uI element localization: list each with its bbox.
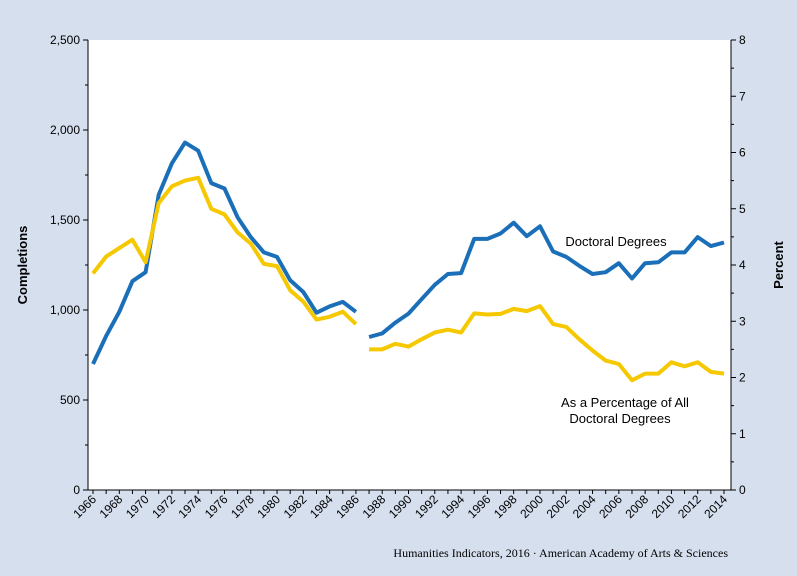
x-tick-label: 2010: [649, 492, 678, 521]
x-tick-label: 1972: [149, 492, 178, 521]
x-tick-label: 2004: [570, 492, 599, 521]
y-right-tick-label: 8: [739, 33, 746, 47]
y-right-tick-label: 4: [739, 258, 746, 272]
x-tick-label: 1968: [97, 492, 126, 521]
x-tick-label: 1986: [333, 492, 362, 521]
y-left-tick-label: 1,500: [50, 213, 80, 227]
x-tick-label: 1978: [228, 492, 257, 521]
x-tick-label: 1984: [307, 492, 336, 521]
percentage-line-segment-1: [91, 175, 358, 326]
y-right-tick-label: 5: [739, 202, 746, 216]
y-right-tick-label: 1: [739, 427, 746, 441]
x-tick-label: 2012: [675, 492, 704, 521]
y-left-tick-label: 0: [73, 483, 80, 497]
x-tick-label: 1988: [360, 492, 389, 521]
y-right-axis-label: Percent: [771, 240, 786, 288]
x-tick-label: 2000: [517, 492, 546, 521]
annotation-percentage-line2: Doctoral Degrees: [569, 411, 671, 426]
y-left-tick-label: 2,500: [50, 33, 80, 47]
x-tick-label: 1980: [254, 492, 283, 521]
y-left-tick-label: 2,000: [50, 123, 80, 137]
y-left-tick-label: 1,000: [50, 303, 80, 317]
percentage-line-segment-2: [369, 304, 725, 383]
y-right-tick-label: 6: [739, 146, 746, 160]
series-lines: [91, 140, 725, 383]
x-tick-label: 1990: [386, 492, 415, 521]
x-tick-label: 2002: [544, 492, 573, 521]
x-tick-label: 2014: [701, 492, 730, 521]
doctoral-degrees-line-segment-1: [91, 140, 358, 365]
x-tick-label: 2008: [622, 492, 651, 521]
y-right-tick-label: 3: [739, 314, 746, 328]
x-tick-label: 1974: [176, 492, 205, 521]
x-tick-label: 1970: [123, 492, 152, 521]
y-left-tick-label: 500: [60, 393, 80, 407]
y-left-axis-label: Completions: [15, 226, 30, 305]
annotation-percentage-line1: As a Percentage of All: [561, 395, 689, 410]
x-tick-label: 1982: [281, 492, 310, 521]
x-tick-label: 1996: [465, 492, 494, 521]
y-right-tick-label: 7: [739, 89, 746, 103]
doctoral-degrees-line-segment-2: [368, 220, 725, 339]
plot-area: [88, 40, 731, 490]
x-tick-label: 1976: [202, 492, 231, 521]
x-tick-label: 1992: [412, 492, 441, 521]
y-right-tick-label: 0: [739, 483, 746, 497]
x-tick-label: 1998: [491, 492, 520, 521]
x-tick-label: 2006: [596, 492, 625, 521]
y-right-tick-label: 2: [739, 371, 746, 385]
annotation-doctoral-degrees: Doctoral Degrees: [565, 234, 667, 249]
x-tick-label: 1994: [438, 492, 467, 521]
credit-line: Humanities Indicators, 2016 · American A…: [393, 546, 728, 560]
